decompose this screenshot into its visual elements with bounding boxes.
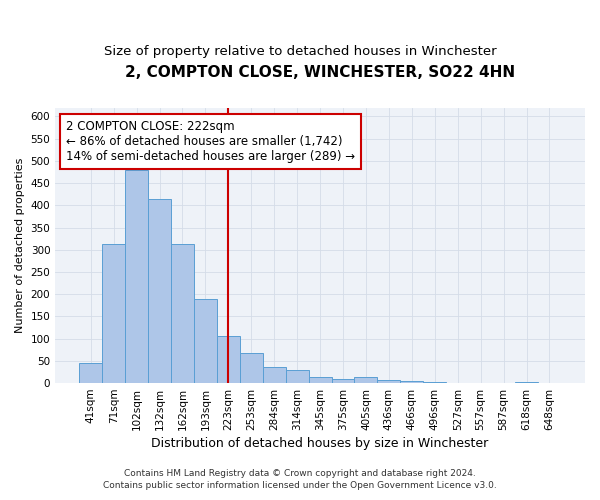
Bar: [515, 382, 538, 383]
Bar: [423, 382, 446, 383]
Title: 2, COMPTON CLOSE, WINCHESTER, SO22 4HN: 2, COMPTON CLOSE, WINCHESTER, SO22 4HN: [125, 65, 515, 80]
Bar: [240, 353, 263, 383]
Bar: [148, 198, 171, 383]
Text: Size of property relative to detached houses in Winchester: Size of property relative to detached ho…: [104, 45, 496, 58]
Bar: [377, 380, 400, 383]
Bar: [400, 381, 423, 383]
Text: 2 COMPTON CLOSE: 222sqm
← 86% of detached houses are smaller (1,742)
14% of semi: 2 COMPTON CLOSE: 222sqm ← 86% of detache…: [66, 120, 355, 163]
Bar: [102, 244, 125, 383]
X-axis label: Distribution of detached houses by size in Winchester: Distribution of detached houses by size …: [151, 437, 489, 450]
Bar: [79, 363, 102, 383]
Bar: [308, 378, 332, 383]
Bar: [125, 170, 148, 383]
Bar: [263, 366, 286, 383]
Y-axis label: Number of detached properties: Number of detached properties: [15, 158, 25, 333]
Bar: [355, 378, 377, 383]
Bar: [217, 336, 240, 383]
Text: Contains HM Land Registry data © Crown copyright and database right 2024.
Contai: Contains HM Land Registry data © Crown c…: [103, 468, 497, 490]
Bar: [194, 298, 217, 383]
Bar: [286, 370, 308, 383]
Bar: [332, 378, 355, 383]
Bar: [171, 244, 194, 383]
